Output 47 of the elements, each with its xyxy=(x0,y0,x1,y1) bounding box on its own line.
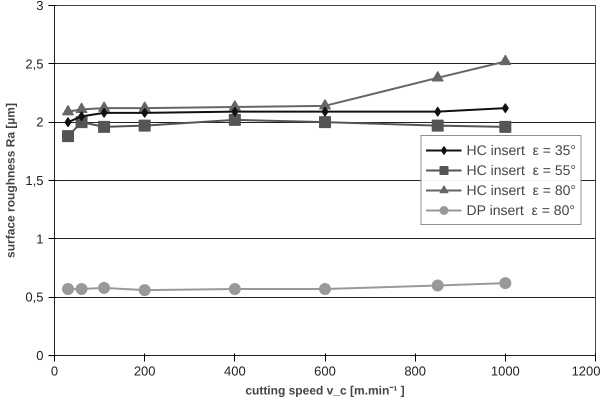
point xyxy=(499,54,512,66)
x-tick-label: 200 xyxy=(134,364,156,378)
point xyxy=(100,108,108,118)
point xyxy=(499,277,512,290)
point xyxy=(64,117,72,128)
point xyxy=(434,106,442,117)
point xyxy=(138,120,151,132)
x-tick-label: 1000 xyxy=(490,364,520,378)
point xyxy=(76,102,88,114)
legend-label: HC insert ε = 55° xyxy=(466,162,576,178)
point xyxy=(228,114,241,126)
point xyxy=(62,104,74,116)
point xyxy=(319,283,331,295)
y-tick-label: 1 xyxy=(36,231,44,246)
y-tick-label: 3 xyxy=(36,0,44,13)
y-tick-label: 0,5 xyxy=(25,290,44,305)
x-tick-label: 400 xyxy=(224,364,246,378)
legend-label: DP insert ε = 80° xyxy=(466,202,575,218)
point xyxy=(62,130,74,142)
legend-label: HC insert ε = 80° xyxy=(466,182,576,198)
point xyxy=(141,108,148,118)
point xyxy=(319,116,331,128)
x-tick-label: 800 xyxy=(404,364,426,378)
point xyxy=(98,120,110,133)
y-axis-title: surface roughness Ra [µm] xyxy=(3,103,18,258)
point xyxy=(231,106,238,117)
point xyxy=(78,111,86,122)
point xyxy=(432,70,444,82)
point xyxy=(138,284,151,296)
x-tick-label: 0 xyxy=(50,364,58,378)
x-axis-title: cutting speed v_c [m.min⁻¹ ] xyxy=(245,384,405,398)
y-tick-label: 1,5 xyxy=(25,173,44,188)
x-tick-label: 600 xyxy=(314,364,336,378)
point xyxy=(228,283,241,295)
point xyxy=(432,280,444,292)
point xyxy=(499,120,512,133)
y-tick-label: 2,5 xyxy=(25,56,44,72)
y-tick-label: 0 xyxy=(36,348,44,363)
legend-label: HC insert ε = 35° xyxy=(466,142,576,158)
point xyxy=(98,282,110,294)
point xyxy=(502,103,509,114)
point xyxy=(432,120,444,132)
point xyxy=(62,283,74,295)
y-tick-label: 2 xyxy=(36,114,44,130)
point xyxy=(76,283,88,295)
point xyxy=(319,98,331,110)
x-tick-label: 1200 xyxy=(572,364,600,378)
